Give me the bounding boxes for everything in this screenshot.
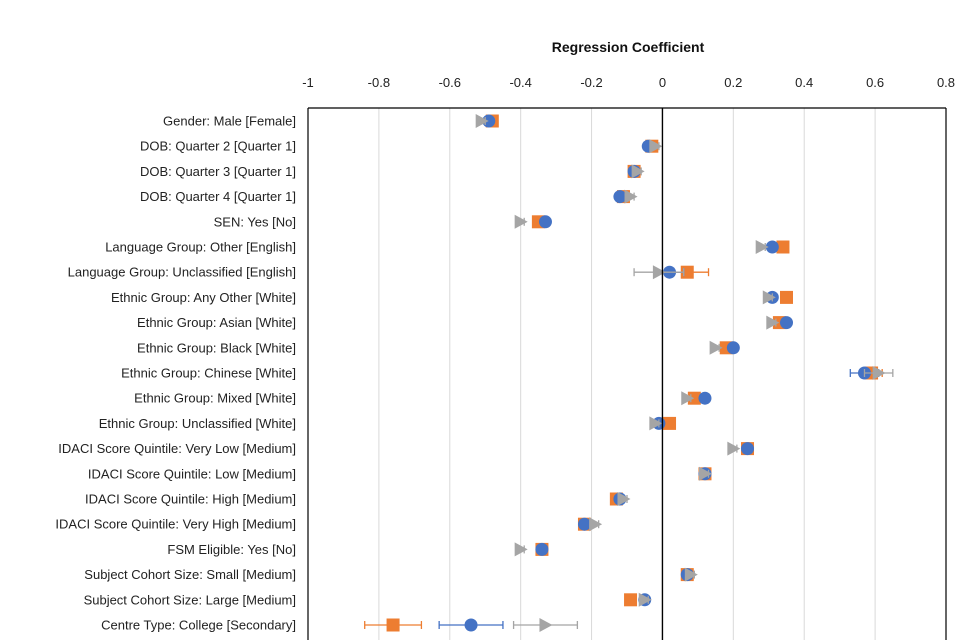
marker-circle [538,215,552,229]
x-tick-label: -1 [302,75,314,90]
marker-circle [741,442,755,456]
marker-square [386,618,400,632]
category-label: IDACI Score Quintile: Very High [Medium] [55,517,296,532]
category-label: Ethnic Group: Chinese [White] [121,366,296,381]
marker-square [780,290,793,304]
marker-triangle [514,542,528,557]
marker-triangle [684,567,698,582]
marker-square [663,416,677,430]
category-label: Ethnic Group: Black [White] [137,340,296,355]
marker-circle [698,391,712,405]
x-tick-label: 0 [659,75,666,90]
marker-triangle [766,315,780,330]
category-labels: Gender: Male [Female] DOB: Quarter 2 [Qua… [55,114,296,633]
category-label: SEN: Yes [No] [214,214,296,229]
marker-triangle [617,492,631,506]
marker-triangle [631,164,645,179]
category-label: Language Group: Other [English] [105,240,296,255]
marker-triangle [698,466,712,481]
x-tick-label: -0.2 [580,75,602,90]
data-markers [364,114,894,632]
series-triangle [475,114,894,632]
marker-triangle [475,114,489,128]
marker-circle [464,618,478,632]
marker-circle [613,190,627,204]
x-tick-label: -0.4 [509,75,531,90]
marker-triangle [624,189,638,204]
chart-title: Regression Coefficient [552,39,705,55]
marker-triangle [652,265,666,280]
category-label: IDACI Score Quintile: High [Medium] [85,492,296,507]
marker-triangle [872,366,886,380]
marker-circle [780,316,793,330]
marker-triangle [638,592,652,607]
x-tick-label: -0.6 [439,75,461,90]
x-tick-label: -0.8 [368,75,390,90]
marker-circle [726,341,740,355]
x-tick-label: 0.2 [724,75,742,90]
marker-triangle [755,240,769,254]
category-label: Ethnic Group: Unclassified [White] [99,416,296,431]
category-label: Language Group: Unclassified [English] [68,265,296,280]
category-label: Ethnic Group: Any Other [White] [111,290,296,305]
x-tick-label: 0.4 [795,75,813,90]
series-circle [438,114,880,632]
category-label: Subject Cohort Size: Small [Medium] [84,567,296,582]
category-label: DOB: Quarter 2 [Quarter 1] [140,139,296,154]
marker-square [776,240,790,254]
marker-triangle [514,214,528,229]
category-label: IDACI Score Quintile: Low [Medium] [88,466,296,481]
category-label: Gender: Male [Female] [163,114,296,129]
marker-circle [577,517,591,531]
marker-square [624,593,638,607]
category-label: Ethnic Group: Asian [White] [137,315,296,330]
category-label: Centre Type: College [Secondary] [101,618,296,633]
category-label: DOB: Quarter 3 [Quarter 1] [140,164,296,179]
marker-circle [535,542,549,556]
x-tick-labels: -1 -0.8 -0.6 -0.4 -0.2 0 0.2 0.4 0.6 0.8 [302,75,955,90]
category-label: DOB: Quarter 4 [Quarter 1] [140,189,296,204]
category-label: Subject Cohort Size: Large [Medium] [84,592,296,607]
category-label: IDACI Score Quintile: Very Low [Medium] [58,441,296,456]
category-label: Ethnic Group: Mixed [White] [134,391,296,406]
marker-triangle [762,290,776,305]
marker-triangle [709,340,723,355]
marker-triangle [649,416,663,431]
category-label: FSM Eligible: Yes [No] [167,542,296,557]
marker-triangle [649,139,663,154]
marker-triangle [727,441,741,456]
marker-circle [765,240,779,254]
x-tick-label: 0.8 [937,75,955,90]
marker-triangle [681,391,695,406]
x-tick-label: 0.6 [866,75,884,90]
marker-triangle [539,618,553,632]
marker-triangle [589,517,603,532]
